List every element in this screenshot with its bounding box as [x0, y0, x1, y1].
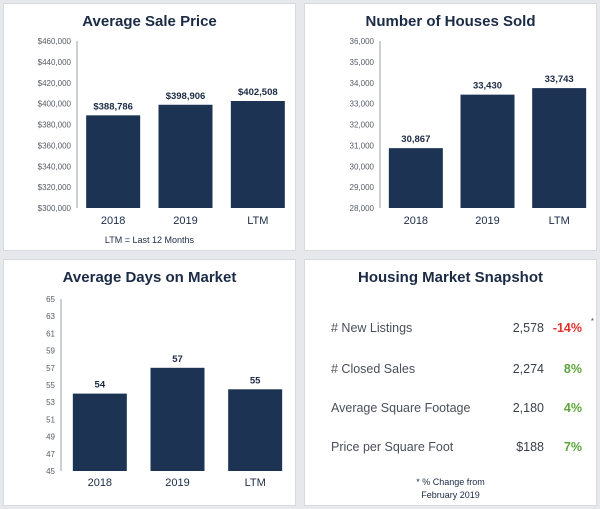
- days-on-market-chart: 45 47 49 51 53 55 57 59 61 63 65 54 2018 57 2019 55 LTM: [46, 295, 283, 489]
- y-tick-label: 63: [46, 312, 55, 321]
- snapshot-row-closed-sales: # Closed Sales 2,274 8%: [331, 362, 582, 382]
- snapshot-label: # Closed Sales: [331, 362, 416, 376]
- category-label: LTM: [245, 477, 266, 489]
- data-label: $398,906: [166, 91, 206, 102]
- y-tick-label: 55: [46, 381, 55, 390]
- snapshot-title: Housing Market Snapshot: [357, 269, 544, 286]
- y-tick-label: $360,000: [38, 141, 72, 150]
- housing-snapshot-panel: Housing Market Snapshot * # New Listings…: [304, 259, 597, 506]
- snapshot-label: # New Listings: [331, 321, 413, 335]
- houses-sold-title: Number of Houses Sold: [365, 13, 536, 30]
- y-tick-label: 36,000: [350, 37, 375, 46]
- average-sale-price-chart: $300,000 $320,000 $340,000 $360,000 $380,000…: [38, 37, 285, 227]
- category-label: LTM: [549, 215, 570, 227]
- data-label: 30,867: [401, 134, 430, 145]
- average-sale-price-panel: Average Sale Price $300,000 $320,000 $340,…: [3, 3, 296, 251]
- houses-sold-panel: Number of Houses Sold 28,000 29,000 30,000…: [304, 3, 597, 251]
- days-on-market-title: Average Days on Market: [62, 269, 237, 286]
- y-tick-label: 29,000: [350, 183, 375, 192]
- data-label: 55: [250, 375, 261, 386]
- y-tick-label: 45: [46, 467, 55, 476]
- snapshot-footnote-line2: February 2019: [421, 490, 480, 500]
- y-tick-label: 59: [46, 347, 55, 356]
- days-on-market-panel: Average Days on Market 45 47 49 51 53 55 57 59 6…: [3, 259, 296, 506]
- snapshot-row-price-per-sqft: Price per Square Foot $188 7%: [331, 440, 582, 460]
- average-sale-price-title: Average Sale Price: [82, 13, 217, 30]
- snapshot-label: Average Square Footage: [331, 401, 471, 415]
- y-tick-label: $300,000: [38, 204, 72, 213]
- snapshot-value: $188: [516, 440, 544, 454]
- bar: [532, 88, 587, 208]
- y-tick-label: 33,000: [350, 100, 375, 109]
- data-label: 54: [95, 380, 106, 391]
- data-label: 33,743: [545, 74, 574, 85]
- snapshot-change: 7%: [563, 440, 582, 454]
- bar: [460, 94, 515, 208]
- y-tick-label: 61: [46, 329, 55, 338]
- y-tick-label: $460,000: [38, 37, 72, 46]
- snapshot-value: 2,274: [512, 362, 544, 376]
- data-label: $402,508: [238, 87, 278, 98]
- y-tick-label: 28,000: [350, 204, 375, 213]
- y-tick-label: 65: [46, 295, 55, 304]
- snapshot-change: 4%: [563, 401, 582, 415]
- y-tick-label: $320,000: [38, 183, 72, 192]
- data-label: 33,430: [473, 81, 502, 92]
- y-tick-label: 49: [46, 433, 55, 442]
- snapshot-row-avg-sqft: Average Square Footage 2,180 4%: [331, 401, 582, 421]
- y-tick-label: 32,000: [350, 121, 375, 130]
- snapshot-value: 2,578: [512, 321, 544, 335]
- data-label: 57: [172, 354, 183, 365]
- bar: [228, 389, 283, 471]
- bar: [158, 104, 213, 208]
- houses-sold-chart: 28,000 29,000 30,000 31,000 32,000 33,000 34,0…: [350, 37, 587, 227]
- category-label: 2019: [173, 215, 197, 227]
- y-tick-label: 51: [46, 415, 55, 424]
- category-label: 2018: [101, 215, 125, 227]
- y-tick-label: $400,000: [38, 100, 72, 109]
- y-tick-label: 31,000: [350, 141, 375, 150]
- y-tick-label: 30,000: [350, 162, 375, 171]
- snapshot-change: 8%: [563, 362, 582, 376]
- asterisk-marker: *: [590, 317, 594, 326]
- snapshot-label: Price per Square Foot: [331, 440, 454, 454]
- snapshot-value: 2,180: [512, 401, 544, 415]
- y-tick-label: 47: [46, 450, 55, 459]
- y-tick-label: $340,000: [38, 162, 72, 171]
- y-tick-label: 35,000: [350, 58, 375, 67]
- bar: [150, 367, 205, 471]
- y-tick-label: 34,000: [350, 79, 375, 88]
- bar: [230, 101, 285, 208]
- y-tick-label: 53: [46, 398, 55, 407]
- data-label: $388,786: [93, 101, 133, 112]
- category-label: 2019: [165, 477, 189, 489]
- bar: [388, 148, 443, 208]
- category-label: 2018: [88, 477, 112, 489]
- ltm-note: LTM = Last 12 Months: [104, 235, 195, 245]
- category-label: 2019: [475, 215, 499, 227]
- snapshot-row-new-listings: # New Listings 2,578 -14%: [331, 321, 582, 341]
- category-label: 2018: [404, 215, 428, 227]
- category-label: LTM: [247, 215, 268, 227]
- y-tick-label: $440,000: [38, 58, 72, 67]
- bar: [72, 393, 127, 471]
- snapshot-change: -14%: [552, 321, 582, 335]
- y-tick-label: $380,000: [38, 121, 72, 130]
- snapshot-footnote-line1: * % Change from: [416, 477, 485, 487]
- y-tick-label: $420,000: [38, 79, 72, 88]
- bar: [86, 115, 141, 208]
- y-tick-label: 57: [46, 364, 55, 373]
